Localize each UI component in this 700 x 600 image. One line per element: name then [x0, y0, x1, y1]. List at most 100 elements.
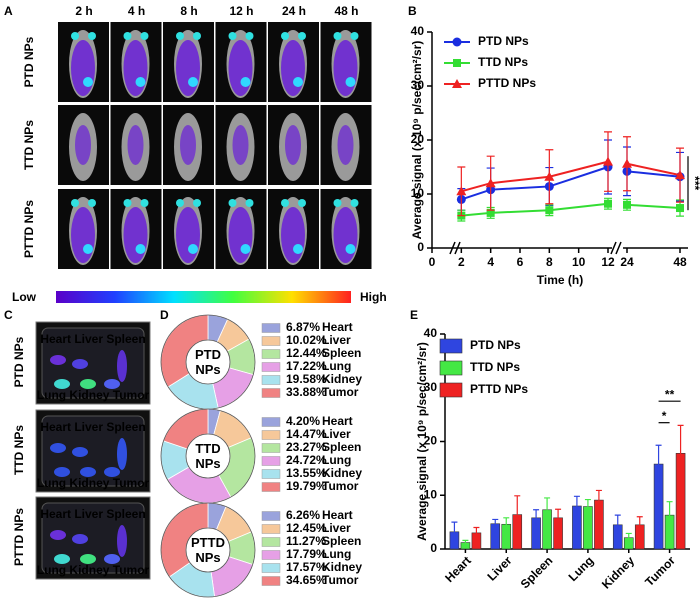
marker: [604, 199, 612, 208]
organ-text: Heart Liver Spleen: [40, 507, 145, 521]
y-tick-label: 30: [424, 380, 438, 394]
organ-text: Heart Liver Spleen: [40, 420, 145, 434]
series-line: [461, 202, 609, 217]
y-axis-label: Average signal (x 10⁹ p/sec/cm²/sr): [415, 342, 429, 541]
legend-swatch: [439, 338, 463, 354]
signal: [176, 40, 200, 96]
y-tick-label: 40: [411, 24, 425, 38]
marker: [675, 170, 685, 180]
signal-hot: [193, 199, 201, 207]
panel-letter: B: [408, 4, 417, 18]
time-label: 8 h: [180, 4, 197, 18]
x-tick-label: 24: [620, 255, 634, 269]
signal-hot: [88, 32, 96, 40]
legend-label: Liver: [322, 333, 351, 347]
legend-label: Lung: [322, 547, 351, 561]
legend-swatch: [261, 417, 281, 427]
x-tick-label: Heart: [442, 553, 474, 585]
axis-break: [454, 241, 461, 255]
signal: [71, 207, 95, 263]
color-scale: [56, 291, 351, 303]
legend-label: Heart: [322, 414, 353, 428]
y-tick-label: 10: [424, 487, 438, 501]
signal: [228, 40, 253, 96]
legend-swatch: [439, 382, 463, 398]
pie-value-label: 19.79%: [286, 479, 327, 493]
legend-label: Tumor: [322, 573, 359, 587]
signal-hot: [281, 32, 289, 40]
signal-hot: [333, 199, 342, 207]
x-tick-label: 10: [572, 255, 586, 269]
group-label: PTD NPs: [22, 36, 36, 87]
signal-hot: [83, 244, 93, 254]
legend-label: Kidney: [322, 560, 362, 574]
legend-swatch: [261, 511, 281, 521]
organ: [80, 467, 96, 477]
signal-hot: [245, 32, 254, 40]
signal: [285, 125, 301, 165]
signal-hot: [245, 199, 254, 207]
x-tick-label: Spleen: [518, 553, 556, 591]
legend-swatch: [261, 563, 281, 573]
marker: [456, 186, 467, 196]
x-axis-label: Time (h): [537, 273, 583, 287]
series-line: [626, 203, 681, 210]
series-line: [626, 162, 681, 177]
legend-swatch: [261, 524, 281, 534]
error-bar: [584, 498, 591, 514]
legend-swatch: [261, 349, 281, 359]
pie-value-label: 34.65%: [286, 573, 327, 587]
x-tick-label: 8: [546, 255, 553, 269]
axis-break: [610, 241, 617, 255]
legend-label: Tumor: [322, 385, 359, 399]
signal-hot: [228, 199, 237, 207]
time-label: 12 h: [229, 4, 253, 18]
signal: [71, 40, 95, 96]
marker: [676, 204, 684, 213]
group-label: TTD NPs: [12, 425, 26, 475]
marker: [544, 171, 555, 181]
scale-high: High: [360, 290, 387, 304]
marker: [623, 200, 631, 209]
pie-value-label: 24.72%: [286, 453, 327, 467]
legend-label: Tumor: [322, 479, 359, 493]
pie-value-label: 14.47%: [286, 427, 327, 441]
significance: ***: [688, 176, 700, 190]
legend-label: Heart: [322, 508, 353, 522]
x-tick-label: 4: [487, 255, 494, 269]
legend-label: PTTD NPs: [478, 76, 536, 90]
legend-swatch: [261, 456, 281, 466]
error-bar: [655, 444, 662, 483]
pie-center-label: PTTD NPs: [191, 535, 225, 565]
legend-label: Spleen: [322, 346, 361, 360]
signal: [333, 207, 358, 263]
marker: [545, 206, 554, 215]
legend-swatch: [439, 360, 463, 376]
signal-hot: [71, 32, 79, 40]
legend-swatch: [261, 336, 281, 346]
signal-hot: [193, 32, 201, 40]
signal-hot: [281, 199, 289, 207]
series-line: [461, 160, 609, 193]
organ-text: Heart Liver Spleen: [40, 332, 145, 346]
legend-swatch: [261, 430, 281, 440]
error-bar: [595, 489, 602, 510]
time-label: 24 h: [282, 4, 306, 18]
legend-label: TTD NPs: [478, 55, 528, 69]
legend-swatch: [261, 443, 281, 453]
organ: [104, 379, 120, 389]
organ: [72, 534, 88, 544]
panel-letter: E: [410, 308, 418, 322]
marker: [486, 208, 495, 217]
y-tick-label: 40: [424, 326, 438, 340]
organ: [54, 467, 70, 477]
signal-hot: [188, 77, 198, 87]
legend-label: Kidney: [322, 372, 362, 386]
scale-low: Low: [12, 290, 37, 304]
legend-label: PTTD NPs: [470, 382, 528, 396]
legend-label: Spleen: [322, 534, 361, 548]
signal-hot: [228, 32, 237, 40]
signal-hot: [350, 199, 359, 207]
signal: [180, 125, 196, 165]
signal: [333, 40, 358, 96]
